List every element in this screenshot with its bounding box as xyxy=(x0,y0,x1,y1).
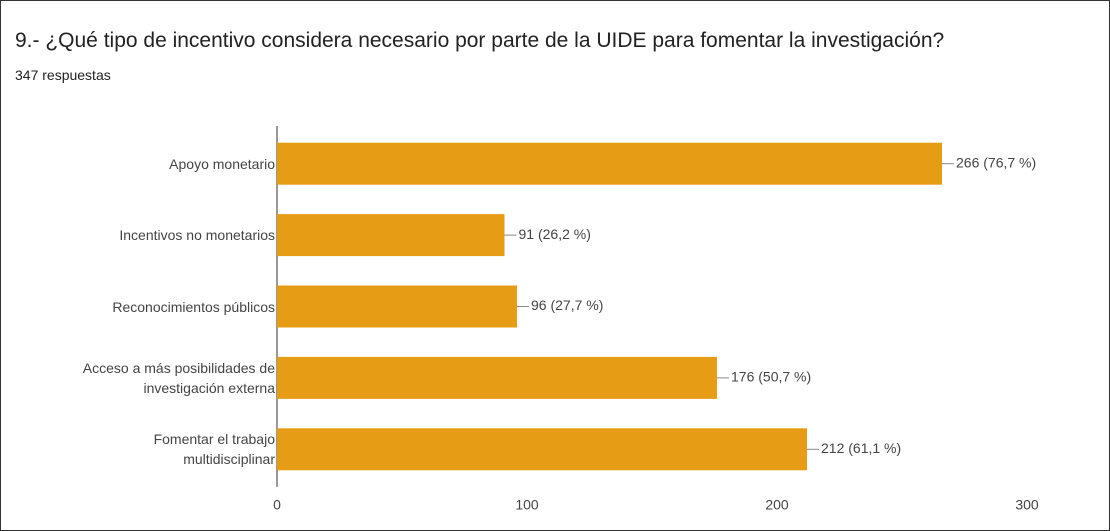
bar xyxy=(277,142,942,185)
x-tick-label: 200 xyxy=(765,497,789,513)
category-label: Apoyo monetario xyxy=(169,155,275,172)
chart-title: 9.- ¿Qué tipo de incentivo considera nec… xyxy=(15,29,945,52)
category-label: Acceso a más posibilidades de investigac… xyxy=(82,359,275,396)
bar xyxy=(277,214,505,257)
x-tick-label: 100 xyxy=(515,497,539,513)
x-tick-label: 0 xyxy=(273,497,281,513)
bar xyxy=(277,356,717,399)
category-label: Incentivos no monetarios xyxy=(119,227,275,244)
value-label: 176 (50,7 %) xyxy=(731,369,811,385)
bar xyxy=(277,285,517,328)
chart-subtitle: 347 respuestas xyxy=(15,67,111,83)
category-label: Reconocimientos públicos xyxy=(112,298,275,315)
category-label: Fomentar el trabajo multidisciplinar xyxy=(153,431,275,468)
value-label: 266 (76,7 %) xyxy=(956,154,1036,170)
value-label: 212 (61,1 %) xyxy=(821,440,901,456)
value-label: 96 (27,7 %) xyxy=(531,297,603,313)
bar xyxy=(277,428,807,471)
value-label: 91 (26,2 %) xyxy=(519,226,591,242)
x-tick-label: 300 xyxy=(1015,497,1039,513)
